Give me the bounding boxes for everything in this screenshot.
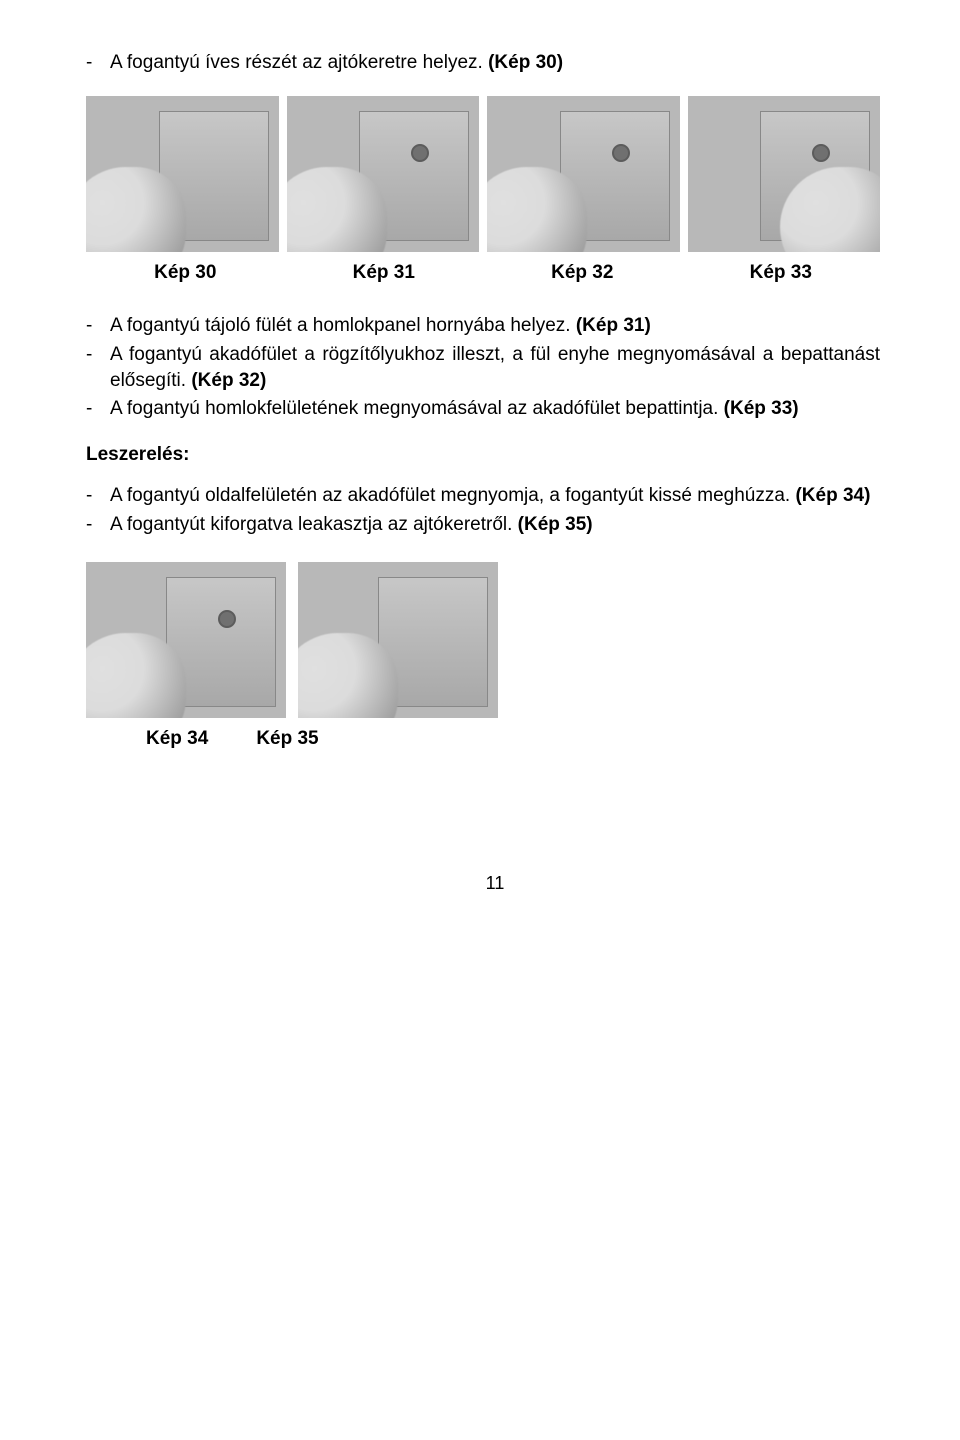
list-item: - A fogantyú oldalfelületén az akadófüle… [86,483,880,509]
bullet-dash: - [86,483,110,509]
bullet-dash: - [86,50,110,76]
text-fragment: A fogantyú homlokfelületének megnyomásáv… [110,398,724,419]
bullet-dash: - [86,396,110,422]
list-item: - A fogantyú tájoló fülét a homlokpanel … [86,313,880,339]
instruction-list-top: - A fogantyú íves részét az ajtókeretre … [86,50,880,76]
figure-31 [287,96,480,252]
figure-32 [487,96,680,252]
image-ref: (Kép 34) [795,485,870,506]
caption: Kép 33 [682,260,881,286]
list-text: A fogantyút kiforgatva leakasztja az ajt… [110,512,880,538]
section-heading: Leszerelés: [86,442,880,468]
instruction-list-bottom: - A fogantyú oldalfelületén az akadófüle… [86,483,880,537]
image-ref: (Kép 30) [488,52,563,73]
list-item: - A fogantyú íves részét az ajtókeretre … [86,50,880,76]
page-number: 11 [110,871,880,895]
list-item: - A fogantyú homlokfelületének megnyomás… [86,396,880,422]
list-item: - A fogantyút kiforgatva leakasztja az a… [86,512,880,538]
text-fragment: A fogantyút kiforgatva leakasztja az ajt… [110,514,518,535]
caption: Kép 30 [86,260,285,286]
figure-30 [86,96,279,252]
list-item: - A fogantyú akadófület a rögzítőlyukhoz… [86,342,880,393]
caption-row-top: Kép 30 Kép 31 Kép 32 Kép 33 [86,260,880,286]
image-ref: (Kép 35) [518,514,593,535]
lock-icon [612,144,630,162]
caption: Kép 31 [285,260,484,286]
text-fragment: A fogantyú tájoló fülét a homlokpanel ho… [110,315,576,336]
image-ref: (Kép 33) [724,398,799,419]
bullet-dash: - [86,512,110,538]
caption: Kép 32 [483,260,682,286]
bullet-dash: - [86,342,110,393]
text-fragment: A fogantyú oldalfelületén az akadófület … [110,485,795,506]
figure-34 [86,562,286,718]
caption: Kép 35 [256,726,318,752]
caption: Kép 34 [146,726,208,752]
list-text: A fogantyú íves részét az ajtókeretre he… [110,50,880,76]
list-text: A fogantyú homlokfelületének megnyomásáv… [110,396,880,422]
list-text: A fogantyú akadófület a rögzítőlyukhoz i… [110,342,880,393]
image-row-bottom [86,562,880,718]
image-ref: (Kép 31) [576,315,651,336]
instruction-list-mid: - A fogantyú tájoló fülét a homlokpanel … [86,313,880,422]
figure-35 [298,562,498,718]
bullet-dash: - [86,313,110,339]
figure-33 [688,96,881,252]
caption-row-bottom: Kép 34 Kép 35 [86,726,880,752]
list-text: A fogantyú oldalfelületén az akadófület … [110,483,880,509]
image-ref: (Kép 32) [191,370,266,391]
image-row-top [86,96,880,252]
list-text: A fogantyú tájoló fülét a homlokpanel ho… [110,313,880,339]
lock-icon [812,144,830,162]
lock-icon [218,610,236,628]
lock-icon [411,144,429,162]
text-fragment: A fogantyú íves részét az ajtókeretre he… [110,52,488,73]
